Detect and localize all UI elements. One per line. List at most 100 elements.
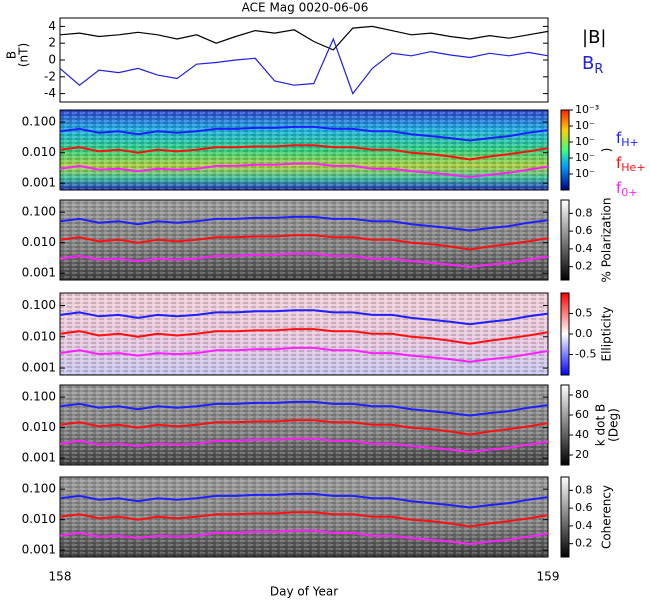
legend-sub: R xyxy=(594,62,603,77)
series-line xyxy=(59,529,549,546)
colorbar-tick-label: 0.2 xyxy=(575,537,593,550)
y-tick-label: 0.010 xyxy=(22,512,56,526)
plot-frame xyxy=(59,292,549,376)
colorbar-tick-label: 10⁻ xyxy=(575,119,595,132)
x-axis-label: Day of Year xyxy=(270,585,338,599)
colorbar-label: Ellipticity xyxy=(600,307,614,362)
y-tick-label: -2 xyxy=(44,69,56,83)
y-tick-label: 0.010 xyxy=(22,329,56,343)
y-axis-label: B xyxy=(5,51,19,59)
x-tick-label: 159 xyxy=(537,570,560,584)
series-line xyxy=(59,492,549,509)
series-line xyxy=(59,25,549,51)
y-tick-label: -4 xyxy=(44,86,56,100)
series-line xyxy=(59,215,549,232)
series-line xyxy=(59,511,549,528)
series-line xyxy=(59,162,549,179)
colorbar-tick-label: 10⁻ xyxy=(575,167,595,180)
series-line xyxy=(59,125,549,142)
colorbar-label: % Polarization xyxy=(600,198,614,283)
colorbar-tick-label: 10⁻ xyxy=(575,151,595,164)
colorbar-tick-label: -0.5 xyxy=(575,348,596,361)
colorbar xyxy=(560,292,570,376)
series-line xyxy=(59,419,549,436)
y-tick-label: 0.010 xyxy=(22,420,56,434)
legend-name: f xyxy=(616,129,622,147)
colorbar-tick-label: 40 xyxy=(575,428,589,441)
colorbar xyxy=(560,199,570,281)
chart-title: ACE Mag 0020-06-06 xyxy=(242,1,369,15)
spectrogram-texture xyxy=(60,477,548,557)
legend-sub: H+ xyxy=(621,136,639,149)
colorbar-tick-label: 0.4 xyxy=(575,519,593,532)
legend-name: f xyxy=(616,179,622,197)
colorbar-label: k dot B xyxy=(594,404,608,446)
y-tick-label: 0.001 xyxy=(22,451,56,465)
plot-frame xyxy=(59,17,549,103)
colorbar-tick-label: 60 xyxy=(575,408,589,421)
y-tick-label: 0.100 xyxy=(22,115,56,129)
y-tick-label: 2 xyxy=(48,36,56,50)
y-tick-label: 0.100 xyxy=(22,205,56,219)
legend-sub: 0+ xyxy=(621,186,637,199)
colorbar xyxy=(560,109,570,191)
y-tick-label: 0.001 xyxy=(22,266,56,280)
y-tick-label: 0.010 xyxy=(22,235,56,249)
series-line xyxy=(59,144,549,161)
plot-frame xyxy=(59,384,549,466)
y-tick-label: 0.001 xyxy=(22,176,56,190)
series-line xyxy=(59,252,549,269)
series-line xyxy=(59,328,549,345)
colorbar-tick-label: 0.0 xyxy=(575,327,593,340)
y-axis-label: (nT) xyxy=(17,43,31,67)
y-tick-label: 0.001 xyxy=(22,361,56,375)
colorbar-tick-label: 0.8 xyxy=(575,483,593,496)
spectrogram-texture xyxy=(60,200,548,280)
legend-label: fHe+ xyxy=(616,154,646,175)
y-tick-label: 0.001 xyxy=(22,543,56,557)
series-line xyxy=(59,400,549,417)
y-tick-label: 0.100 xyxy=(22,390,56,404)
y-tick-label: 0 xyxy=(48,53,56,67)
legend-label: |B| xyxy=(582,27,606,48)
spectrogram-texture xyxy=(60,293,548,375)
x-tick-label: 158 xyxy=(49,570,72,584)
plot-frame xyxy=(59,109,549,191)
series-line xyxy=(59,437,549,454)
y-tick-label: 4 xyxy=(48,19,56,33)
colorbar-tick-label: 0.5 xyxy=(575,307,593,320)
series-line xyxy=(59,234,549,251)
colorbar xyxy=(560,384,570,466)
legend-name: f xyxy=(616,154,622,172)
colorbar-tick-label: 10⁻³ xyxy=(575,103,599,116)
colorbar-tick-label: 0.6 xyxy=(575,501,593,514)
legend-sub: He+ xyxy=(621,161,645,174)
legend-label: fH+ xyxy=(616,129,639,150)
plot-frame xyxy=(59,199,549,281)
colorbar-label: ) xyxy=(600,148,614,153)
legend-label: BR xyxy=(582,53,603,77)
plot-frame xyxy=(59,476,549,558)
y-tick-label: 0.100 xyxy=(22,298,56,312)
legend-label: f0+ xyxy=(616,179,638,200)
colorbar-tick-label: 10⁻ xyxy=(575,135,595,148)
legend-name: |B| xyxy=(582,27,606,48)
colorbar-tick-label: 20 xyxy=(575,448,589,461)
series-line xyxy=(59,309,549,326)
colorbar-tick-label: 0.8 xyxy=(575,206,593,219)
colorbar xyxy=(560,476,570,558)
colorbar-tick-label: 0.4 xyxy=(575,242,593,255)
spectrogram-texture xyxy=(60,110,548,190)
series-line xyxy=(59,346,549,363)
legend-name: B xyxy=(582,53,594,74)
series-line xyxy=(59,37,549,95)
colorbar-tick-label: 0.6 xyxy=(575,224,593,237)
y-tick-label: 0.010 xyxy=(22,145,56,159)
y-tick-label: 0.100 xyxy=(22,482,56,496)
colorbar-tick-label: 80 xyxy=(575,388,589,401)
spectrogram-texture xyxy=(60,385,548,465)
colorbar-label: (Deg) xyxy=(607,408,621,442)
colorbar-label: Coherency xyxy=(600,485,614,549)
colorbar-tick-label: 0.2 xyxy=(575,260,593,273)
